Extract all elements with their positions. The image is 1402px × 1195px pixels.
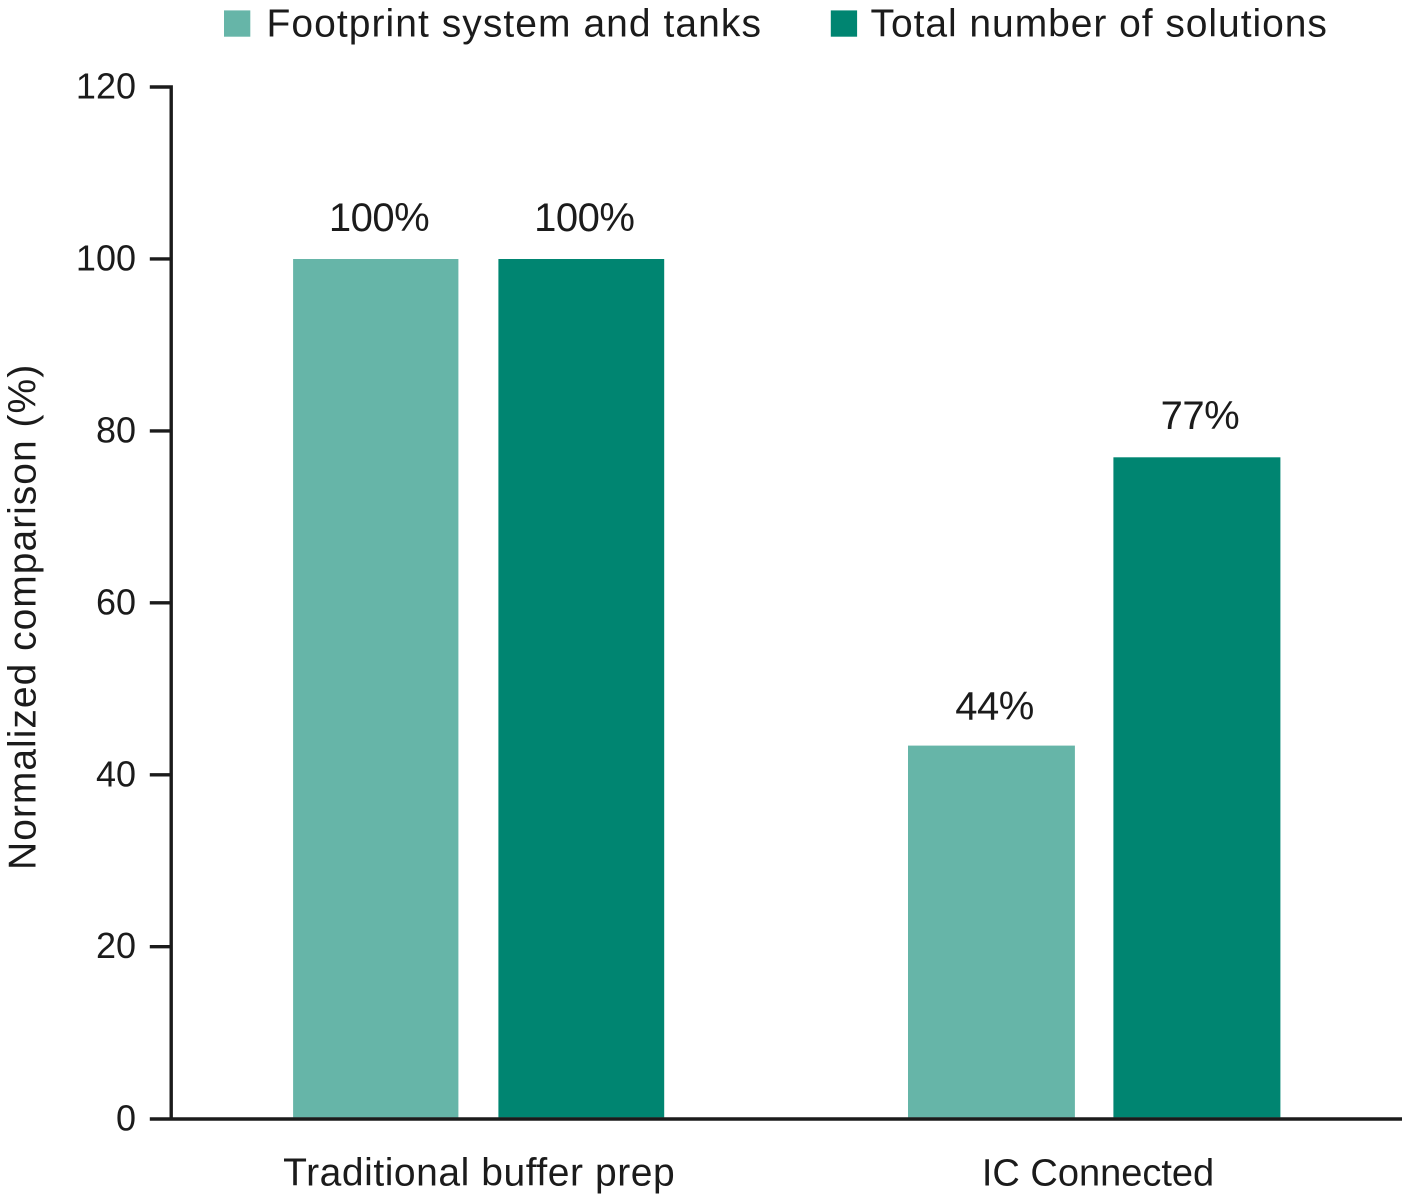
svg-text:77%: 77% <box>1161 394 1240 438</box>
svg-text:IC Connected: IC Connected <box>982 1153 1214 1195</box>
svg-text:Total number of solutions: Total number of solutions <box>871 3 1328 46</box>
svg-text:20: 20 <box>96 925 136 966</box>
svg-text:44%: 44% <box>955 684 1034 728</box>
svg-text:120: 120 <box>76 66 136 107</box>
svg-text:60: 60 <box>96 581 136 622</box>
svg-text:Normalized comparison (%): Normalized comparison (%) <box>1 364 44 870</box>
svg-text:Traditional buffer prep: Traditional buffer prep <box>283 1152 675 1195</box>
svg-text:0: 0 <box>116 1098 136 1139</box>
svg-text:100: 100 <box>76 237 136 278</box>
svg-text:40: 40 <box>96 753 136 794</box>
svg-text:100%: 100% <box>329 196 429 240</box>
svg-text:100%: 100% <box>534 196 634 240</box>
svg-text:Footprint system and tanks: Footprint system and tanks <box>267 3 763 46</box>
svg-text:80: 80 <box>96 409 136 450</box>
